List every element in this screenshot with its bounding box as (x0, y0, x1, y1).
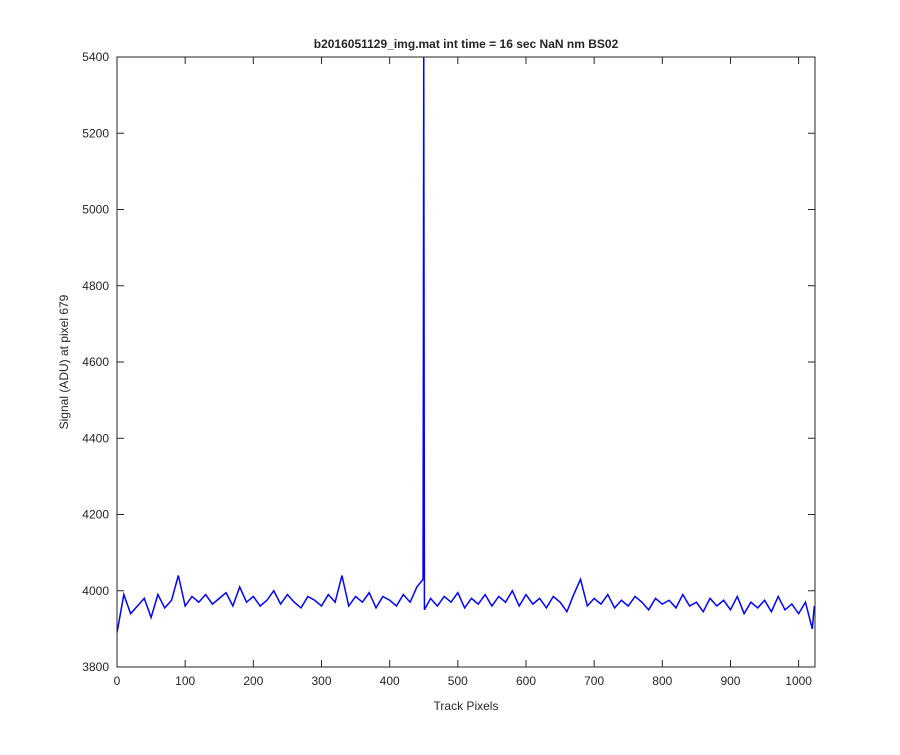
y-tick-label: 5000 (82, 203, 109, 217)
x-tick-label: 600 (516, 674, 536, 688)
y-tick-label: 5400 (82, 50, 109, 64)
x-tick-label: 700 (584, 674, 604, 688)
y-tick-label: 4400 (82, 431, 109, 445)
y-tick-label: 5200 (82, 126, 109, 140)
y-tick-label: 3800 (82, 660, 109, 674)
data-line (117, 57, 815, 633)
x-axis-label: Track Pixels (434, 699, 499, 713)
x-tick-label: 500 (448, 674, 468, 688)
x-tick-label: 400 (380, 674, 400, 688)
x-tick-label: 200 (243, 674, 263, 688)
y-tick-label: 4200 (82, 508, 109, 522)
y-axis-label: Signal (ADU) at pixel 679 (57, 294, 71, 429)
y-tick-label: 4800 (82, 279, 109, 293)
y-tick-label: 4600 (82, 355, 109, 369)
x-tick-label: 900 (720, 674, 740, 688)
x-tick-label: 100 (175, 674, 195, 688)
x-tick-label: 1000 (785, 674, 812, 688)
y-tick-label: 4000 (82, 584, 109, 598)
x-tick-label: 300 (311, 674, 331, 688)
x-tick-label: 800 (652, 674, 672, 688)
x-tick-label: 0 (114, 674, 121, 688)
plot-frame (116, 56, 816, 668)
chart-title: b2016051129_img.mat int time = 16 sec Na… (314, 37, 619, 51)
